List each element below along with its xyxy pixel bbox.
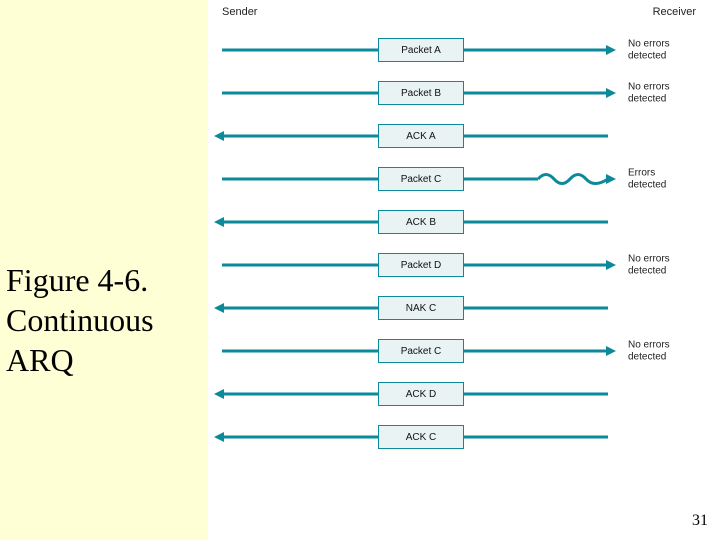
diagram-row: Packet A No errorsdetected	[208, 30, 720, 70]
diagram-row: ACK C	[208, 417, 720, 457]
status-text-line: detected	[628, 50, 666, 61]
diagram-row: Packet D No errorsdetected	[208, 245, 720, 285]
arrowhead-right-icon	[606, 260, 616, 270]
packet-box: ACK C	[378, 425, 464, 449]
diagram-row: ACK D	[208, 374, 720, 414]
arrow-line-segment	[464, 178, 538, 181]
status-text: Errorsdetected	[628, 168, 698, 191]
arrowhead-left-icon	[214, 217, 224, 227]
arrow-line-segment	[464, 264, 608, 267]
arrow-line-segment	[222, 178, 378, 181]
arrowhead-right-icon	[606, 88, 616, 98]
diagram-row: Packet C Errorsdetected	[208, 159, 720, 199]
arrowhead-left-icon	[214, 389, 224, 399]
caption-line-2: Continuous	[6, 302, 154, 338]
arrowhead-right-icon	[606, 174, 616, 184]
diagram-row: Packet C No errorsdetected	[208, 331, 720, 371]
arrow-line-segment	[222, 92, 378, 95]
arrow-line-segment	[464, 393, 608, 396]
packet-box-label: Packet C	[401, 346, 442, 357]
packet-box-label: NAK C	[406, 303, 437, 314]
arrow-line-segment	[222, 393, 378, 396]
diagram-row: ACK A	[208, 116, 720, 156]
packet-box: NAK C	[378, 296, 464, 320]
packet-box: ACK A	[378, 124, 464, 148]
status-text-line: detected	[628, 265, 666, 276]
packet-box: Packet B	[378, 81, 464, 105]
arrow-line-segment	[464, 92, 608, 95]
diagram-row: NAK C	[208, 288, 720, 328]
status-text-line: Errors	[628, 168, 655, 179]
packet-box: ACK D	[378, 382, 464, 406]
packet-box-label: ACK B	[406, 217, 436, 228]
arrow-line-segment	[222, 264, 378, 267]
arrow-line-segment	[464, 135, 608, 138]
status-text: No errorsdetected	[628, 82, 698, 105]
caption-line-3: ARQ	[6, 342, 74, 378]
status-text: No errorsdetected	[628, 340, 698, 363]
status-text-line: No errors	[628, 254, 670, 265]
status-text-line: detected	[628, 93, 666, 104]
arrowhead-right-icon	[606, 346, 616, 356]
packet-box-label: ACK A	[406, 131, 435, 142]
arrow-line-segment	[222, 350, 378, 353]
arrowhead-left-icon	[214, 432, 224, 442]
packet-box: Packet A	[378, 38, 464, 62]
column-label-sender: Sender	[222, 6, 257, 18]
packet-box-label: Packet C	[401, 174, 442, 185]
arrow-line-segment	[222, 221, 378, 224]
packet-box-label: Packet D	[401, 260, 442, 271]
packet-box-label: Packet B	[401, 88, 441, 99]
arrow-line-segment	[464, 307, 608, 310]
status-text-line: detected	[628, 351, 666, 362]
arrowhead-left-icon	[214, 303, 224, 313]
status-text-line: No errors	[628, 340, 670, 351]
arrow-line-segment	[464, 436, 608, 439]
packet-box: Packet C	[378, 167, 464, 191]
arrow-line-segment	[222, 135, 378, 138]
packet-box-label: ACK D	[406, 389, 437, 400]
arrow-line-segment	[222, 307, 378, 310]
arrow-line-segment	[222, 436, 378, 439]
status-text-line: detected	[628, 179, 666, 190]
figure-caption: Figure 4-6. Continuous ARQ	[6, 260, 206, 380]
packet-box: Packet C	[378, 339, 464, 363]
packet-box-label: ACK C	[406, 432, 437, 443]
status-text-line: No errors	[628, 39, 670, 50]
arrow-line-segment	[464, 221, 608, 224]
packet-box-label: Packet A	[401, 45, 440, 56]
error-squiggle-icon	[538, 172, 608, 186]
arrow-line-segment	[222, 49, 378, 52]
packet-box: ACK B	[378, 210, 464, 234]
arrow-line-segment	[464, 350, 608, 353]
packet-box: Packet D	[378, 253, 464, 277]
arrowhead-left-icon	[214, 131, 224, 141]
arrow-line-segment	[464, 49, 608, 52]
diagram-area: Sender Receiver Packet ANo errorsdetecte…	[208, 0, 720, 540]
status-text: No errorsdetected	[628, 254, 698, 277]
diagram-row: ACK B	[208, 202, 720, 242]
page-number: 31	[692, 512, 708, 530]
status-text: No errorsdetected	[628, 39, 698, 62]
diagram-row: Packet B No errorsdetected	[208, 73, 720, 113]
column-label-receiver: Receiver	[653, 6, 696, 18]
status-text-line: No errors	[628, 82, 670, 93]
arrowhead-right-icon	[606, 45, 616, 55]
caption-line-1: Figure 4-6.	[6, 262, 148, 298]
